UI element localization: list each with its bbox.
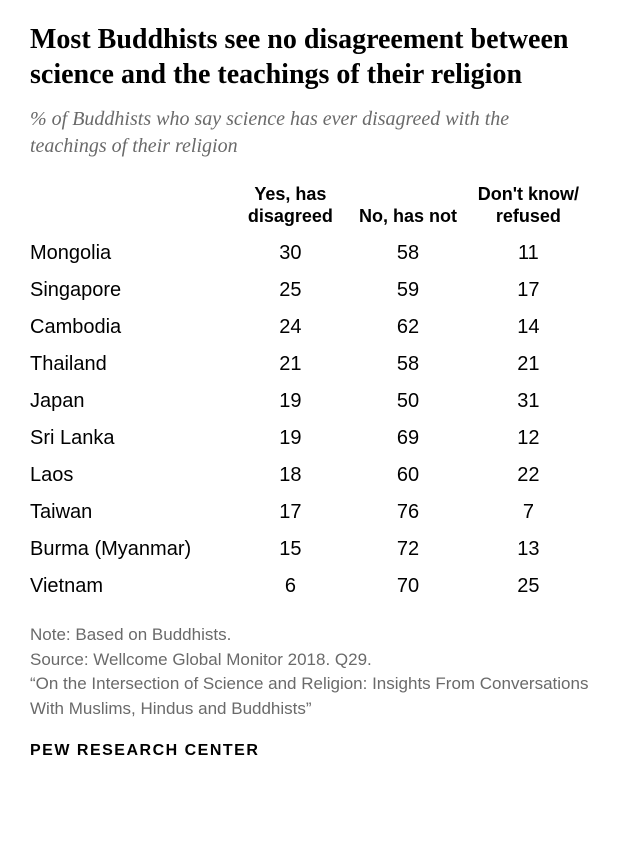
cell-country: Burma (Myanmar): [30, 531, 232, 568]
cell-country: Vietnam: [30, 568, 232, 605]
chart-container: Most Buddhists see no disagreement betwe…: [0, 0, 620, 780]
cell-country: Thailand: [30, 346, 232, 383]
cell-country: Mongolia: [30, 235, 232, 272]
cell-yes: 30: [232, 235, 350, 272]
cell-no: 59: [349, 272, 467, 309]
table-row: Thailand 21 58 21: [30, 346, 590, 383]
cell-no: 76: [349, 494, 467, 531]
note-line: “On the Intersection of Science and Reli…: [30, 672, 590, 721]
col-header-country: [30, 180, 232, 235]
cell-country: Japan: [30, 383, 232, 420]
cell-no: 72: [349, 531, 467, 568]
cell-yes: 18: [232, 457, 350, 494]
cell-dk: 25: [467, 568, 590, 605]
cell-yes: 21: [232, 346, 350, 383]
table-row: Taiwan 17 76 7: [30, 494, 590, 531]
table-row: Vietnam 6 70 25: [30, 568, 590, 605]
cell-country: Singapore: [30, 272, 232, 309]
cell-country: Cambodia: [30, 309, 232, 346]
chart-title: Most Buddhists see no disagreement betwe…: [30, 22, 590, 92]
cell-dk: 11: [467, 235, 590, 272]
cell-no: 58: [349, 346, 467, 383]
cell-no: 60: [349, 457, 467, 494]
cell-no: 50: [349, 383, 467, 420]
table-row: Singapore 25 59 17: [30, 272, 590, 309]
table-row: Japan 19 50 31: [30, 383, 590, 420]
attribution: PEW RESEARCH CENTER: [30, 742, 590, 760]
cell-country: Taiwan: [30, 494, 232, 531]
cell-no: 62: [349, 309, 467, 346]
cell-dk: 14: [467, 309, 590, 346]
table-row: Cambodia 24 62 14: [30, 309, 590, 346]
table-row: Laos 18 60 22: [30, 457, 590, 494]
cell-yes: 24: [232, 309, 350, 346]
cell-dk: 13: [467, 531, 590, 568]
cell-country: Laos: [30, 457, 232, 494]
cell-dk: 21: [467, 346, 590, 383]
cell-dk: 12: [467, 420, 590, 457]
notes-block: Note: Based on Buddhists. Source: Wellco…: [30, 623, 590, 722]
cell-no: 70: [349, 568, 467, 605]
cell-no: 69: [349, 420, 467, 457]
cell-yes: 19: [232, 383, 350, 420]
note-line: Note: Based on Buddhists.: [30, 623, 590, 648]
data-table: Yes, has disagreed No, has not Don't kno…: [30, 180, 590, 605]
col-header-yes: Yes, has disagreed: [232, 180, 350, 235]
cell-dk: 7: [467, 494, 590, 531]
cell-yes: 19: [232, 420, 350, 457]
chart-subtitle: % of Buddhists who say science has ever …: [30, 106, 590, 160]
col-header-dk: Don't know/ refused: [467, 180, 590, 235]
cell-dk: 31: [467, 383, 590, 420]
cell-yes: 15: [232, 531, 350, 568]
table-row: Sri Lanka 19 69 12: [30, 420, 590, 457]
cell-yes: 6: [232, 568, 350, 605]
cell-dk: 17: [467, 272, 590, 309]
table-row: Mongolia 30 58 11: [30, 235, 590, 272]
table-body: Mongolia 30 58 11 Singapore 25 59 17 Cam…: [30, 235, 590, 605]
col-header-no: No, has not: [349, 180, 467, 235]
table-header-row: Yes, has disagreed No, has not Don't kno…: [30, 180, 590, 235]
cell-country: Sri Lanka: [30, 420, 232, 457]
cell-yes: 25: [232, 272, 350, 309]
cell-no: 58: [349, 235, 467, 272]
cell-dk: 22: [467, 457, 590, 494]
table-row: Burma (Myanmar) 15 72 13: [30, 531, 590, 568]
cell-yes: 17: [232, 494, 350, 531]
note-line: Source: Wellcome Global Monitor 2018. Q2…: [30, 648, 590, 673]
